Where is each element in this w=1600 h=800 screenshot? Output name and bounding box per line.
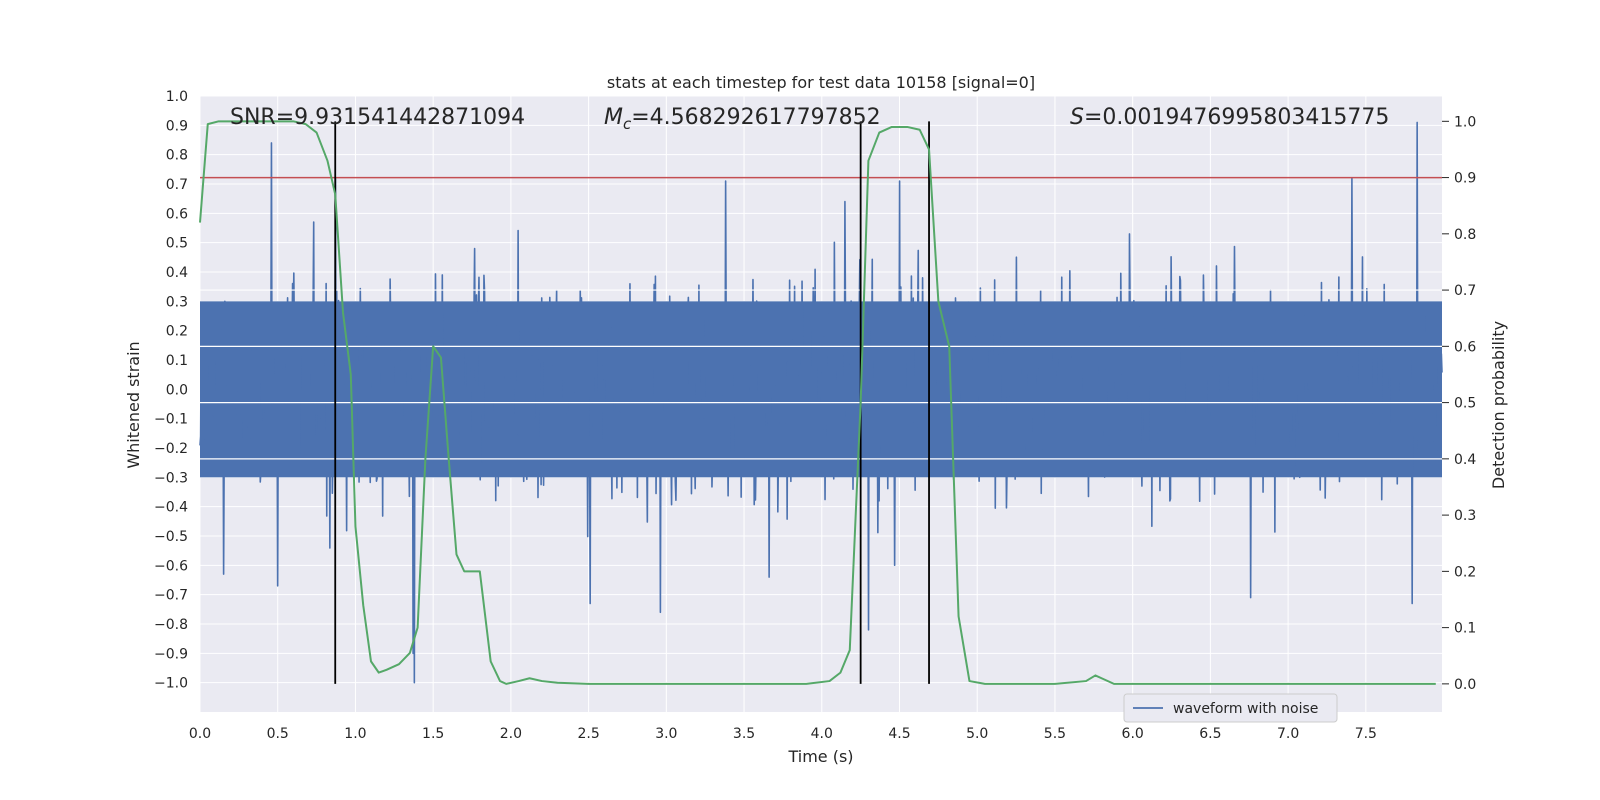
chirp-mass-value: =4.568292617797852: [631, 105, 880, 130]
x-tick-label: 0.0: [189, 726, 211, 742]
y-tick-label: −0.8: [154, 617, 188, 633]
chirp-mass-subscript: c: [623, 115, 632, 133]
y-tick-label: −0.5: [154, 529, 188, 545]
y-tick-label: −0.4: [154, 500, 188, 516]
x-tick-label: 6.0: [1122, 726, 1144, 742]
y2-tick-label: 0.4: [1454, 452, 1476, 468]
y-tick-label: −0.2: [154, 441, 188, 457]
x-tick-label: 4.5: [888, 726, 910, 742]
x-tick-label: 4.0: [811, 726, 833, 742]
y2-axis-ticks: 1.0 0.9 0.8 0.7 0.6 0.5 0.4 0.3 0.2 0.1 0.0: [1442, 114, 1476, 693]
y-tick-label: −0.9: [154, 646, 188, 662]
detection-probability-line: [199, 120, 1436, 685]
waveform-line: [199, 121, 1443, 684]
x-tick-label: 3.5: [733, 726, 755, 742]
y-tick-label: 0.6: [166, 206, 188, 222]
y-axis-ticks: 1.0 0.9 0.8 0.7 0.6 0.5 0.4 0.3 0.2 0.1 0.0 −0.1 −0.…: [154, 89, 188, 692]
y2-tick-label: 0.7: [1454, 283, 1476, 299]
statistic-value: =0.0019476995803415775: [1084, 105, 1389, 130]
waveform-series: [199, 121, 1443, 684]
x-tick-label: 6.5: [1199, 726, 1221, 742]
y2-tick-label: 0.6: [1454, 339, 1476, 355]
chirp-mass-annotation: Mc=4.568292617797852: [604, 105, 881, 133]
x-tick-label: 0.5: [267, 726, 289, 742]
x-tick-label: 7.5: [1355, 726, 1377, 742]
snr-annotation: SNR=9.931541442871094: [230, 105, 525, 130]
y2-tick-label: 0.0: [1454, 677, 1476, 693]
x-tick-label: 1.5: [422, 726, 444, 742]
y2-tick-label: 0.1: [1454, 621, 1476, 637]
y-tick-label: 0.5: [166, 236, 188, 252]
y2-tick-label: 0.5: [1454, 396, 1476, 412]
legend-box: [1123, 693, 1338, 723]
x-axis-ticks: 0.0 0.5 1.0 1.5 2.0 2.5 3.0 3.5 4.0 4.5 5.0 5.5 6.0 6…: [189, 726, 1377, 742]
legend-label: waveform with noise: [1173, 701, 1318, 717]
x-tick-label: 1.0: [344, 726, 366, 742]
statistic-annotation: S=0.0019476995803415775: [1070, 105, 1389, 130]
y-tick-label: 0.3: [166, 294, 188, 310]
y-axis-label: Whitened strain: [124, 341, 143, 468]
y-tick-label: 0.2: [166, 324, 188, 340]
y2-tick-label: 0.3: [1454, 508, 1476, 524]
y2-axis-label: Detection probability: [1489, 321, 1508, 489]
chirp-mass-symbol: M: [604, 105, 623, 130]
y-tick-label: 1.0: [166, 89, 188, 105]
y-tick-label: −0.3: [154, 470, 188, 486]
chart-title: stats at each timestep for test data 101…: [607, 73, 1035, 92]
y-tick-label: 0.4: [166, 265, 188, 281]
y2-tick-label: 0.8: [1454, 227, 1476, 243]
y-tick-label: −1.0: [154, 676, 188, 692]
x-tick-label: 5.5: [1044, 726, 1066, 742]
statistic-symbol: S: [1070, 105, 1084, 130]
y-tick-label: 0.1: [166, 353, 188, 369]
y-tick-label: −0.1: [154, 412, 188, 428]
x-tick-label: 2.0: [500, 726, 522, 742]
x-axis-label: Time (s): [787, 747, 853, 766]
y2-tick-label: 0.9: [1454, 171, 1476, 187]
y-tick-label: −0.6: [154, 558, 188, 574]
y-tick-label: 0.0: [166, 382, 188, 398]
y-tick-label: 0.8: [166, 148, 188, 164]
x-tick-label: 7.0: [1277, 726, 1299, 742]
y2-tick-label: 1.0: [1454, 114, 1476, 130]
x-tick-label: 2.5: [577, 726, 599, 742]
x-tick-label: 5.0: [966, 726, 988, 742]
y-tick-label: 0.7: [166, 177, 188, 193]
y-tick-label: −0.7: [154, 588, 188, 604]
probability-series: [199, 120, 1436, 685]
x-tick-label: 3.0: [655, 726, 677, 742]
legend: waveform with noise: [1123, 693, 1338, 723]
y2-tick-label: 0.2: [1454, 564, 1476, 580]
y-tick-label: 0.9: [166, 118, 188, 134]
